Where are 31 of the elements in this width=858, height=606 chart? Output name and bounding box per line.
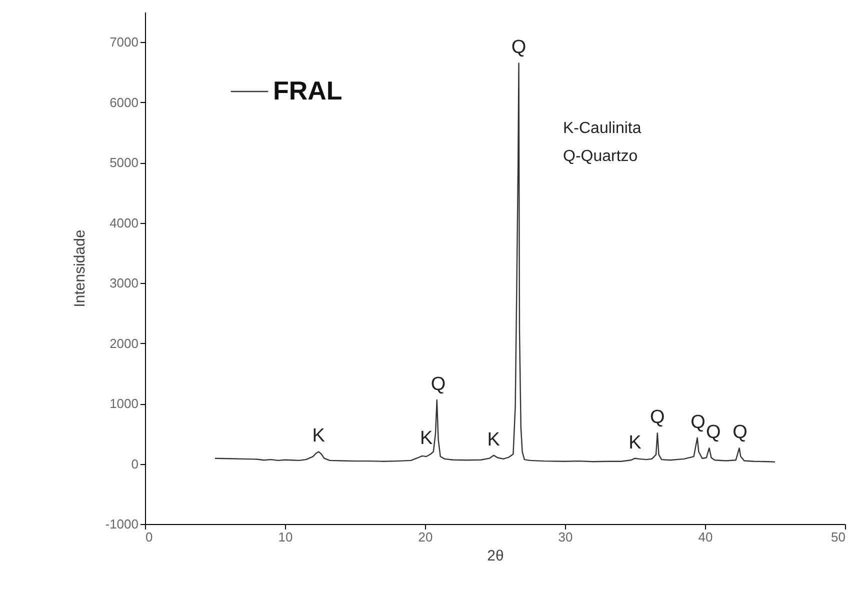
annotation: K [420,428,434,450]
annotation: Q [690,412,706,433]
y-axis-title: Intensidade [71,230,88,308]
annotation: Q-Quartzo [563,148,638,165]
annotation: K-Caulinita [563,120,642,137]
x-tick-label: 30 [558,530,573,544]
y-tick-label: 2000 [110,336,138,351]
annotation: K [487,429,500,450]
x-tick-label: 50 [831,530,846,544]
annotation: Q [511,37,526,58]
y-tick-label: 6000 [110,94,138,110]
annotation: Q [650,407,665,428]
annotation: K [628,432,642,454]
x-tick-label: 20 [418,530,433,544]
y-tick-label: 7000 [110,34,138,50]
y-tick-label: -1000 [105,516,138,532]
x-tick-label: 10 [278,530,293,544]
x-axis-title: 2θ [487,548,504,564]
line-series [214,62,776,463]
annotation: K [312,426,326,447]
legend-label: FRAL [273,76,342,106]
y-tick-label: 1000 [110,396,138,412]
y-tick-label: 3000 [110,276,138,291]
x-tick-label: 0 [146,530,153,544]
x-tick-label: 40 [698,530,713,544]
annotation: Q [732,422,748,444]
y-tick-label: 0 [131,456,138,472]
annotation: Q [430,374,446,395]
y-tick-label: 4000 [110,215,138,230]
y-tick-label: 5000 [110,155,138,170]
annotation: Q [706,422,721,444]
